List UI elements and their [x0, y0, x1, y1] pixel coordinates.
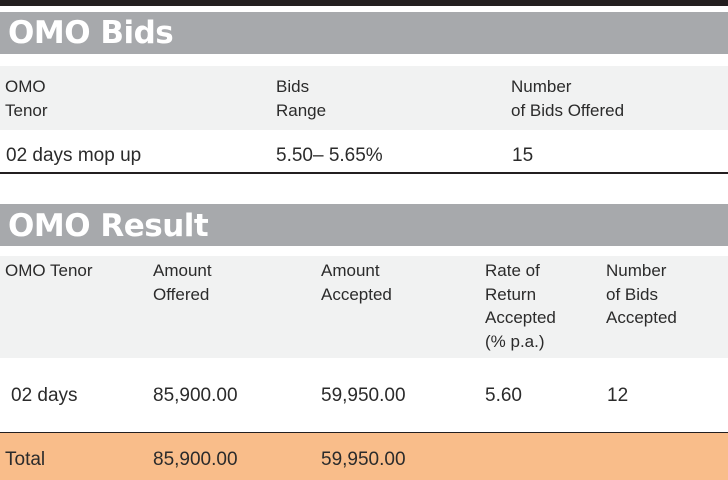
bids-bottom-rule [0, 172, 728, 174]
total-offered: 85,900.00 [153, 449, 238, 470]
result-header-accepted: Amount Accepted [321, 261, 392, 304]
top-border [0, 0, 728, 6]
result-cell-offered: 85,900.00 [153, 385, 238, 406]
bids-cell-number: 15 [512, 145, 534, 166]
bids-header-tenor: OMO Tenor [5, 77, 48, 120]
bids-cell-tenor: 02 days mop up [6, 145, 142, 166]
result-header-number: Number of Bids Accepted [606, 261, 677, 327]
total-label: Total [5, 449, 46, 470]
bids-data-row: 02 days mop up 5.50– 5.65% 15 [0, 130, 728, 172]
result-cell-accepted: 59,950.00 [321, 385, 406, 406]
bids-section-title: OMO Bids [0, 12, 728, 54]
result-header-offered: Amount Offered [153, 261, 212, 304]
result-header-row: OMO Tenor Amount Offered Amount Accepted… [0, 256, 728, 358]
result-header-tenor: OMO Tenor [5, 261, 93, 280]
result-section-title: OMO Result [0, 204, 728, 246]
bids-header-range: Bids Range [276, 77, 327, 120]
result-cell-number: 12 [607, 385, 629, 406]
bids-header-row: OMO Tenor Bids Range Number of Bids Offe… [0, 66, 728, 130]
result-header-rate: Rate of Return Accepted (% p.a.) [485, 261, 556, 351]
result-total-rule [0, 432, 728, 433]
bids-header-number: Number of Bids Offered [511, 77, 625, 120]
total-accepted: 59,950.00 [321, 449, 406, 470]
bids-cell-range: 5.50– 5.65% [276, 145, 383, 166]
result-cell-rate: 5.60 [485, 385, 522, 406]
result-total-row: Total 85,900.00 59,950.00 [0, 433, 728, 480]
result-cell-tenor: 02 days [11, 385, 78, 406]
result-data-row: 02 days 85,900.00 59,950.00 5.60 12 [0, 358, 728, 432]
